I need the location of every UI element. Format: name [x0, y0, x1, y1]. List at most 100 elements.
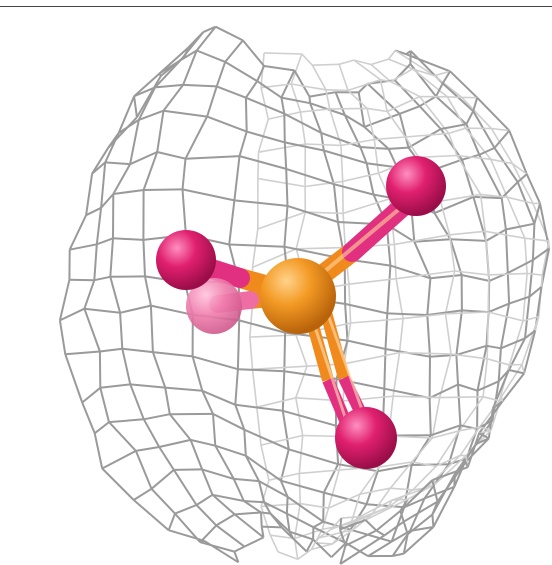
- mesh-line: [251, 369, 258, 408]
- mesh-line: [365, 470, 379, 505]
- mesh-line: [418, 154, 458, 159]
- mesh-line: [322, 150, 335, 185]
- mesh-line: [143, 188, 183, 191]
- mesh-line: [472, 196, 488, 242]
- mesh-line: [393, 395, 440, 399]
- mesh-line: [195, 493, 214, 506]
- mesh-line: [456, 344, 487, 356]
- mesh-line: [311, 64, 327, 91]
- mesh-line: [485, 230, 525, 239]
- mesh-line: [340, 145, 344, 182]
- mesh-line: [486, 311, 489, 359]
- mesh-line: [142, 418, 161, 448]
- mesh-line: [234, 511, 262, 516]
- mesh-line: [182, 50, 198, 86]
- mesh-line: [285, 167, 335, 186]
- mesh-line: [322, 463, 339, 494]
- mesh-line: [173, 468, 203, 471]
- mesh-line: [391, 487, 426, 501]
- mesh-line: [101, 450, 137, 470]
- mesh-line: [342, 172, 379, 183]
- mesh-line: [398, 318, 404, 353]
- mesh-line: [279, 449, 290, 481]
- mesh-line: [143, 413, 170, 421]
- mesh-line: [465, 110, 475, 125]
- mesh-line: [457, 384, 462, 426]
- mesh-line: [149, 305, 154, 353]
- mesh-line: [109, 238, 114, 277]
- mesh-line: [212, 413, 245, 431]
- mesh-line: [156, 110, 165, 153]
- mesh-line: [199, 541, 235, 553]
- mesh-line: [99, 347, 123, 353]
- mesh-line: [315, 542, 333, 545]
- mesh-line: [320, 131, 361, 148]
- mesh-line: [499, 303, 511, 349]
- mesh-line: [312, 520, 324, 529]
- mesh-line: [260, 434, 303, 446]
- mesh-line: [497, 348, 502, 382]
- mesh-line: [108, 421, 137, 452]
- mesh-line: [392, 498, 408, 501]
- mesh-line: [285, 513, 291, 532]
- mesh-line: [540, 248, 551, 287]
- mesh-line: [509, 363, 523, 366]
- mesh-line: [224, 39, 244, 63]
- mesh-line: [490, 128, 514, 165]
- mesh-line: [238, 319, 286, 334]
- mesh-line: [305, 143, 342, 147]
- mesh-line: [239, 155, 287, 170]
- mesh-line: [129, 151, 158, 166]
- mesh-line: [244, 97, 248, 132]
- mesh-line: [323, 149, 367, 165]
- mesh-line: [403, 313, 446, 320]
- mesh-line: [285, 168, 289, 206]
- mesh-line: [256, 407, 262, 446]
- mesh-line: [287, 495, 324, 523]
- mesh-line: [133, 72, 160, 97]
- mesh-line: [330, 542, 347, 558]
- mesh-line: [294, 528, 323, 540]
- mesh-line: [325, 89, 331, 110]
- mesh-line: [85, 173, 94, 216]
- mesh-line: [201, 389, 236, 406]
- mesh-line: [430, 274, 462, 280]
- mesh-line: [365, 498, 409, 521]
- top-border: [0, 6, 552, 7]
- mesh-line: [444, 270, 456, 314]
- mesh-line: [270, 534, 295, 540]
- mesh-line: [298, 435, 304, 474]
- mesh-line: [479, 426, 492, 431]
- mesh-line: [133, 487, 153, 501]
- mesh-line: [229, 243, 285, 248]
- mesh-line: [345, 542, 369, 557]
- mesh-line: [100, 162, 107, 208]
- mesh-line: [256, 80, 282, 99]
- mesh-line: [464, 127, 492, 160]
- mesh-line: [339, 519, 366, 531]
- mesh-line: [482, 396, 500, 402]
- mesh-line: [392, 552, 405, 557]
- mesh-line: [257, 211, 306, 230]
- mesh-line: [370, 63, 392, 83]
- mesh-line: [201, 468, 235, 480]
- mesh-line: [133, 96, 138, 118]
- mesh-line: [353, 59, 372, 66]
- phosphorus-atom: [260, 258, 336, 334]
- mesh-line: [374, 136, 406, 141]
- mesh-line: [236, 320, 241, 370]
- mesh-line: [525, 173, 541, 204]
- mesh-line: [390, 487, 413, 491]
- mesh-line: [486, 358, 510, 366]
- mesh-line: [295, 334, 308, 367]
- mesh-line: [112, 237, 144, 241]
- mesh-line: [215, 513, 236, 527]
- mesh-line: [195, 504, 218, 527]
- mesh-line: [237, 368, 285, 373]
- mesh-line: [375, 529, 385, 537]
- mesh-line: [459, 426, 481, 456]
- mesh-line: [109, 276, 122, 314]
- mesh-line: [234, 404, 246, 431]
- mesh-line: [394, 79, 421, 107]
